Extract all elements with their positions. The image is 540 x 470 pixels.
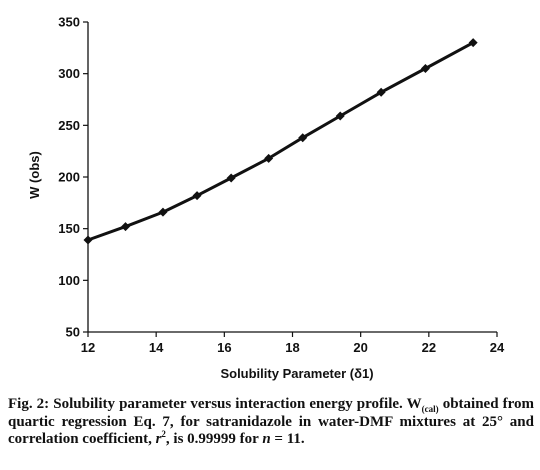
x-axis-label: Solubility Parameter (δ1) [220,366,373,381]
diamond-marker [376,87,386,97]
caption-w: W [406,396,422,412]
x-tick-label: 24 [490,340,505,355]
y-tick-label: 150 [58,221,80,236]
y-tick-labels: 50 100 150 200 250 300 350 [58,15,80,340]
caption-fig-label: Fig. 2: [8,396,50,412]
diamond-marker [83,235,93,245]
diamond-marker [120,222,130,232]
caption-r-superscript: 2 [161,429,166,439]
y-tick-label: 300 [58,66,80,81]
diamond-marker [420,64,430,73]
y-tick-label: 50 [66,325,80,340]
caption-text-3: , is 0.99999 for [165,431,259,447]
caption-text-2: obtained from quartic regression Eq. 7, … [8,396,535,447]
diamond-marker [264,153,274,163]
diamond-marker [158,207,168,217]
y-axis-label: W (obs) [27,151,42,199]
x-tick-label: 12 [81,340,95,355]
diamond-marker [226,173,236,183]
series-line [87,41,474,242]
caption-text-1: Solubility parameter versus interaction … [53,396,403,412]
caption-n: n [262,431,271,447]
x-tick-label: 20 [353,340,367,355]
caption-w-subscript: (cal) [421,404,439,414]
caption-text-4: = 11. [274,431,305,447]
diamond-marker [192,191,202,201]
x-tick-label: 18 [285,340,299,355]
y-tick-label: 100 [58,273,80,288]
x-tick-label: 16 [217,340,231,355]
y-tick-label: 200 [58,170,80,185]
x-tick-label: 14 [149,340,164,355]
x-tick-label: 22 [422,340,436,355]
chart: 50 100 150 200 250 300 350 12 14 16 18 20 22 24 Solu… [27,15,505,382]
data-points [83,38,478,245]
axes [83,21,498,337]
y-tick-label: 250 [58,118,80,133]
y-tick-label: 350 [58,15,80,30]
caption-r: r [155,431,162,447]
figure-caption: Fig. 2: Solubility parameter versus inte… [8,396,534,449]
diamond-marker [335,111,345,121]
x-tick-labels: 12 14 16 18 20 22 24 [81,340,505,355]
diamond-marker [298,133,308,143]
diamond-marker [468,38,478,48]
